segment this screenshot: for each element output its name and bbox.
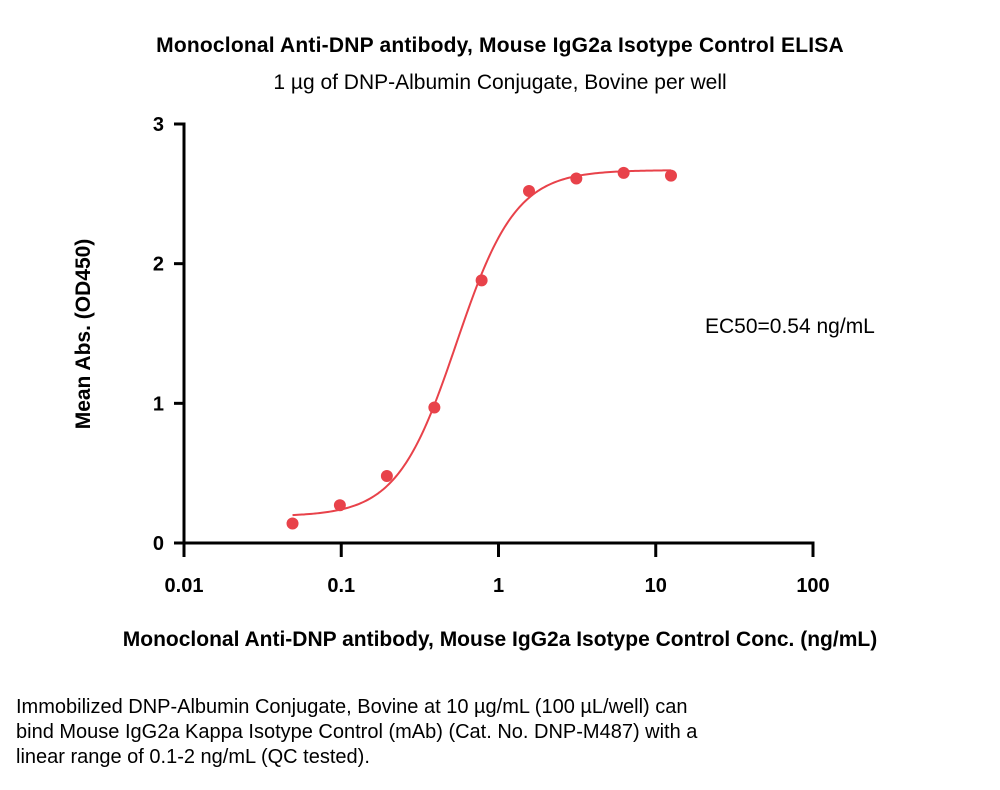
ec50-annotation: EC50=0.54 ng/mL	[705, 315, 875, 338]
caption-line: Immobilized DNP-Albumin Conjugate, Bovin…	[16, 696, 688, 718]
x-tick-label: 0.01	[165, 575, 204, 597]
chart-subtitle: 1 µg of DNP-Albumin Conjugate, Bovine pe…	[273, 71, 727, 94]
y-tick-label: 0	[153, 533, 164, 555]
caption-line: linear range of 0.1-2 ng/mL (QC tested).	[16, 746, 370, 768]
data-point	[570, 172, 583, 185]
data-point	[286, 517, 299, 530]
x-tick-label: 1	[493, 575, 504, 597]
data-point	[333, 499, 346, 512]
chart-axes: 0 1 2 3 0.01 0.1 1 10 100	[153, 114, 830, 597]
data-point	[380, 469, 393, 482]
x-tick-label: 100	[796, 575, 829, 597]
y-tick-label: 3	[153, 114, 164, 136]
data-point	[428, 401, 441, 414]
data-point	[617, 166, 630, 179]
data-points-layer	[286, 166, 677, 530]
y-tick-label: 2	[153, 254, 164, 276]
x-tick-label: 0.1	[327, 575, 355, 597]
y-axis-title: Mean Abs. (OD450)	[72, 239, 95, 430]
data-point	[664, 169, 677, 182]
x-tick-label: 10	[645, 575, 667, 597]
y-tick-label: 1	[153, 393, 164, 415]
fit-curve-layer	[292, 169, 672, 517]
caption-line: bind Mouse IgG2a Kappa Isotype Control (…	[16, 721, 698, 743]
data-point	[475, 274, 488, 287]
fit-curve	[292, 169, 672, 517]
caption: Immobilized DNP-Albumin Conjugate, Bovin…	[16, 695, 916, 770]
x-axis-title: Monoclonal Anti-DNP antibody, Mouse IgG2…	[123, 628, 877, 651]
chart-title: Monoclonal Anti-DNP antibody, Mouse IgG2…	[156, 34, 844, 57]
data-point	[523, 185, 535, 198]
